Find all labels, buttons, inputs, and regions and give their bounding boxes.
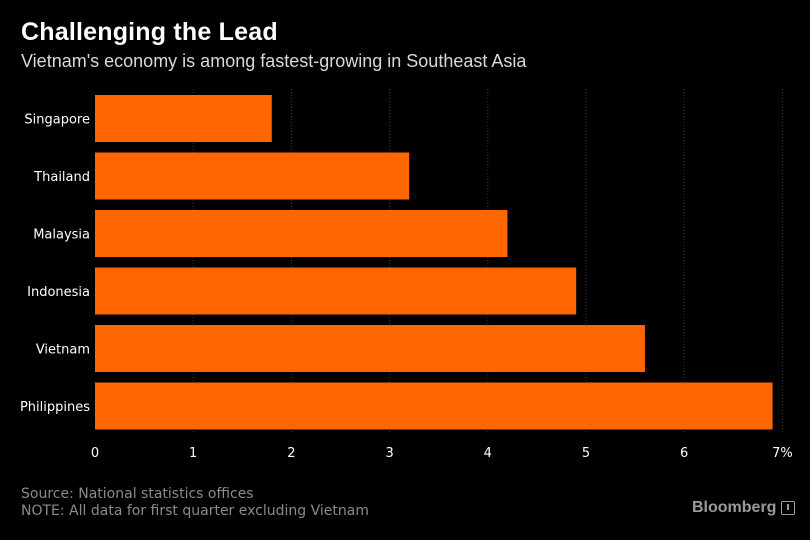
bar-singapore <box>95 95 272 142</box>
brand-label: Bloomberg <box>692 499 777 516</box>
category-label: Philippines <box>20 400 90 415</box>
category-label: Indonesia <box>27 285 90 300</box>
bar-malaysia <box>95 210 508 257</box>
bloomberg-logo: Bloomberg <box>692 499 796 517</box>
category-label: Vietnam <box>36 343 90 358</box>
x-tick-label: 6 <box>680 446 688 461</box>
x-tick-label: 2 <box>287 446 295 461</box>
x-tick-label: 0 <box>91 446 99 461</box>
x-tick-label: 3 <box>385 446 393 461</box>
bar-indonesia <box>95 267 577 315</box>
data-note: NOTE: All data for first quarter excludi… <box>21 503 369 519</box>
x-tick-label: 4 <box>484 446 492 461</box>
x-tick-label: 5 <box>582 446 590 461</box>
x-tick-label: 1 <box>189 446 197 461</box>
source-note: Source: National statistics offices <box>21 486 254 502</box>
chart-subtitle: Vietnam's economy is among fastest-growi… <box>21 51 527 71</box>
bar-philippines <box>95 382 773 430</box>
bar-vietnam <box>95 325 645 372</box>
category-label: Thailand <box>33 170 90 185</box>
category-label: Singapore <box>24 113 90 128</box>
bar-thailand <box>95 152 410 200</box>
category-label: Malaysia <box>33 228 90 243</box>
chart-title: Challenging the Lead <box>21 18 278 46</box>
bloomberg-icon <box>781 501 796 515</box>
x-tick-label: 7% <box>772 446 793 461</box>
